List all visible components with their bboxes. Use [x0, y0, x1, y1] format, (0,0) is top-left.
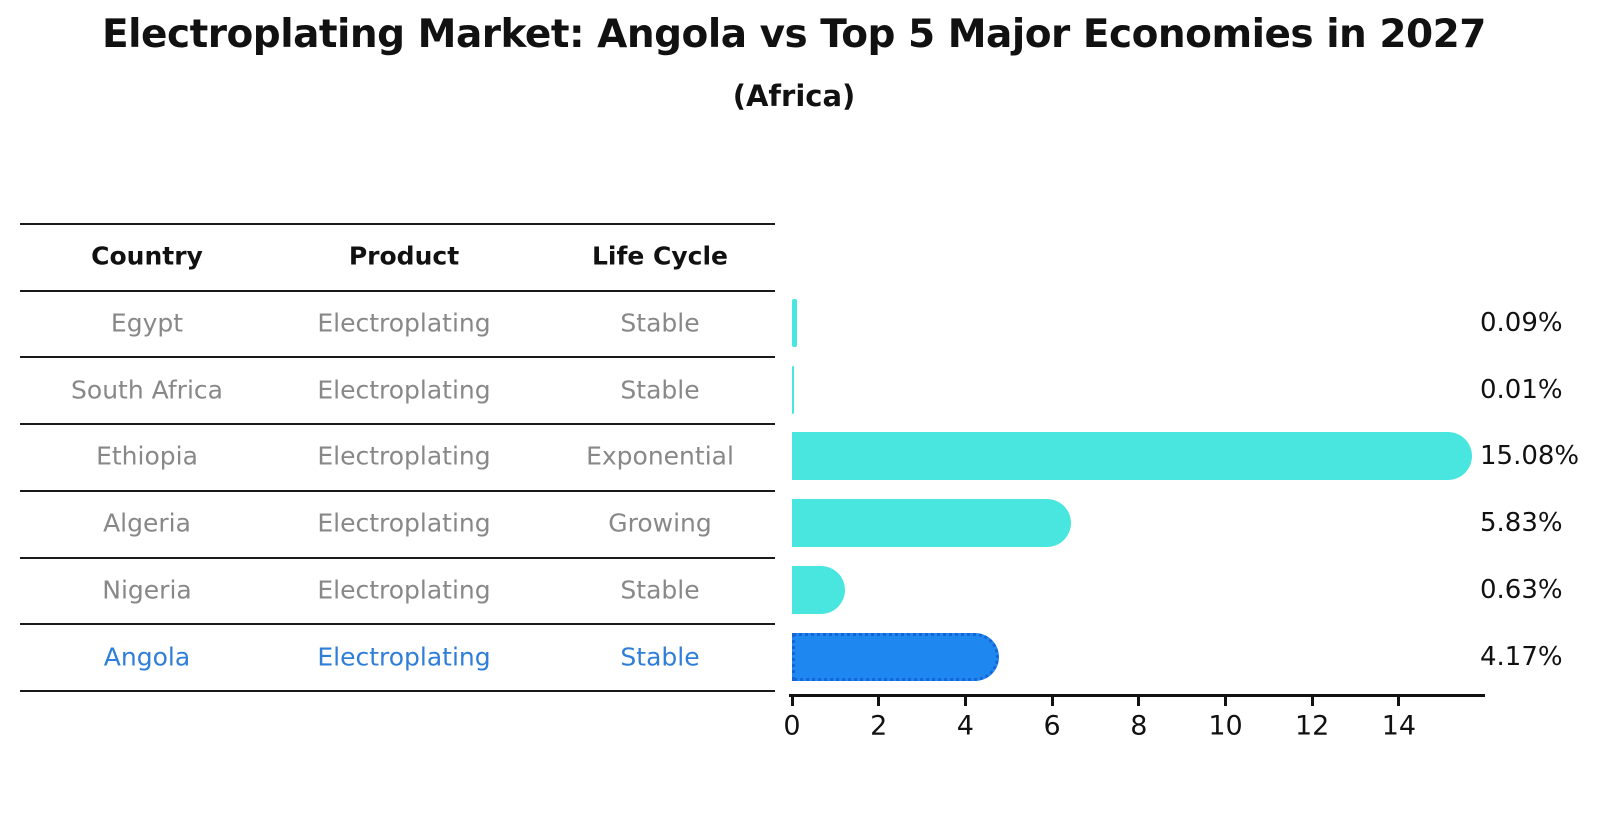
x-axis-tick — [1050, 697, 1054, 706]
table-separator-line — [20, 690, 775, 692]
table-cell-product-nigeria: Electroplating — [317, 575, 491, 605]
table-cell-product-angola: Electroplating — [317, 642, 491, 672]
chart-subtitle: (Africa) — [732, 79, 856, 113]
table-separator-line — [20, 623, 775, 625]
x-axis-tick — [877, 697, 881, 706]
bar-nigeria — [792, 566, 846, 614]
x-axis-tick-label: 4 — [956, 710, 974, 742]
x-axis-tick — [1137, 697, 1141, 706]
chart-title: Electroplating Market: Angola vs Top 5 M… — [102, 12, 1486, 57]
x-axis-tick-label: 6 — [1043, 710, 1061, 742]
table-cell-product-ethiopia: Electroplating — [317, 441, 491, 471]
value-label-algeria: 5.83% — [1480, 508, 1563, 538]
x-axis-tick-label: 10 — [1208, 710, 1243, 742]
table-cell-country-south-africa: South Africa — [71, 375, 223, 405]
table-separator-line — [20, 423, 775, 425]
value-label-south-africa: 0.01% — [1480, 375, 1563, 405]
table-cell-lifecycle-angola: Stable — [620, 642, 700, 672]
value-label-ethiopia: 15.08% — [1480, 441, 1580, 471]
table-cell-lifecycle-ethiopia: Exponential — [586, 441, 734, 471]
x-axis-tick-label: 2 — [870, 710, 888, 742]
table-cell-product-egypt: Electroplating — [317, 308, 491, 338]
table-cell-product-south-africa: Electroplating — [317, 375, 491, 405]
table-cell-lifecycle-algeria: Growing — [608, 508, 712, 538]
value-label-egypt: 0.09% — [1480, 308, 1563, 338]
x-axis-tick — [790, 697, 794, 706]
x-axis-line — [789, 694, 1485, 697]
table-separator-line — [20, 490, 775, 492]
table-cell-country-angola: Angola — [103, 642, 191, 672]
table-separator-line — [20, 223, 775, 225]
bar-ethiopia — [792, 432, 1472, 480]
table-cell-lifecycle-egypt: Stable — [620, 308, 700, 338]
x-axis-tick — [1224, 697, 1227, 706]
table-separator-line — [20, 356, 775, 358]
table-cell-lifecycle-south-africa: Stable — [620, 375, 700, 405]
table-cell-product-algeria: Electroplating — [317, 508, 491, 538]
bar-angola — [792, 633, 999, 681]
bar-south-africa — [792, 366, 794, 414]
table-separator-line — [20, 557, 775, 559]
table-cell-country-egypt: Egypt — [110, 308, 184, 338]
x-axis-tick-label: 14 — [1381, 710, 1417, 742]
x-axis-tick — [1310, 697, 1314, 706]
x-axis-tick-label: 8 — [1130, 710, 1148, 742]
x-axis-tick — [963, 697, 967, 706]
column-header-product: Product — [348, 241, 460, 271]
table-cell-country-algeria: Algeria — [103, 508, 191, 538]
x-axis-tick-label: 12 — [1295, 710, 1330, 742]
bar-algeria — [792, 499, 1071, 547]
value-label-angola: 4.17% — [1480, 642, 1563, 672]
column-header-country: Country — [91, 241, 203, 271]
table-separator-line — [20, 290, 775, 292]
x-axis-tick-label: 0 — [783, 710, 801, 742]
x-axis-tick — [1397, 697, 1401, 706]
value-label-nigeria: 0.63% — [1480, 575, 1563, 605]
table-cell-country-ethiopia: Ethiopia — [96, 441, 198, 471]
bar-egypt — [792, 299, 797, 347]
table-cell-country-nigeria: Nigeria — [102, 575, 192, 605]
column-header-life-cycle: Life Cycle — [591, 241, 729, 271]
table-cell-lifecycle-nigeria: Stable — [620, 575, 700, 605]
